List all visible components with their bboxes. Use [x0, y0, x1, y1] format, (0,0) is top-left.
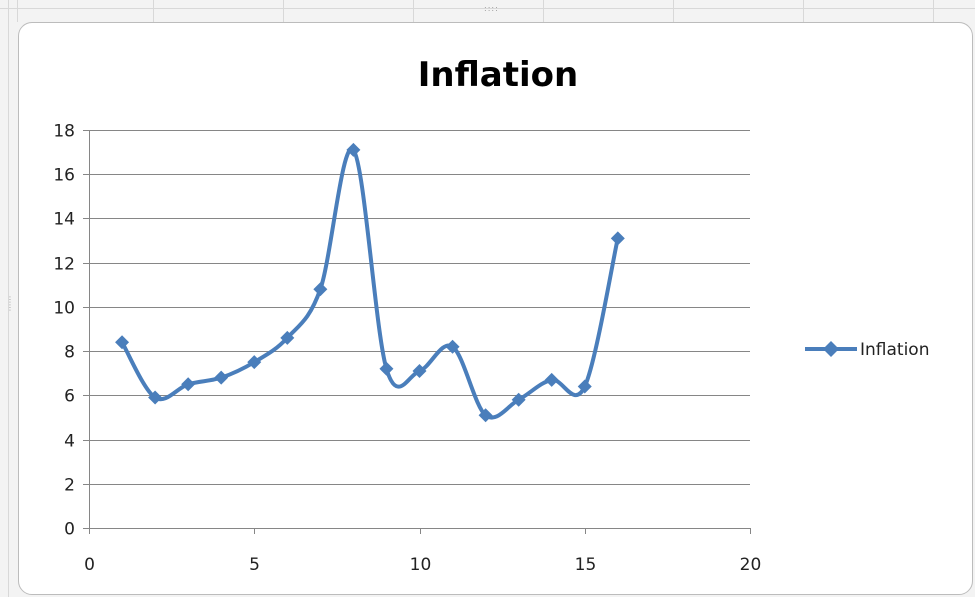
- chart-left-resize-handle[interactable]: ⋮ ⋮: [6, 295, 15, 312]
- y-tick-label: 18: [53, 122, 75, 142]
- y-tick-label: 6: [64, 387, 75, 407]
- y-tick-label: 8: [64, 343, 75, 363]
- y-tick-label: 2: [64, 476, 75, 496]
- y-tick-label: 10: [53, 299, 75, 319]
- chart-title: Inflation: [418, 55, 578, 95]
- y-tick-label: 0: [64, 520, 75, 540]
- y-tick-label: 4: [64, 432, 75, 452]
- legend-label: Inflation: [860, 340, 929, 360]
- data-point-marker[interactable]: [577, 379, 592, 394]
- y-tick-label: 14: [53, 210, 75, 230]
- legend-marker: [823, 341, 839, 357]
- data-point-marker[interactable]: [346, 142, 361, 157]
- data-point-marker[interactable]: [181, 377, 196, 392]
- x-tick-label: 20: [740, 555, 762, 575]
- y-tick-label: 16: [53, 166, 75, 186]
- data-point-marker[interactable]: [115, 335, 130, 350]
- x-tick-label: 0: [84, 555, 95, 575]
- data-point-marker[interactable]: [511, 392, 526, 407]
- x-tick-label: 15: [575, 555, 597, 575]
- data-point-marker[interactable]: [478, 408, 493, 423]
- legend[interactable]: Inflation: [805, 340, 929, 360]
- data-point-marker[interactable]: [280, 330, 295, 345]
- data-point-marker[interactable]: [148, 390, 163, 405]
- data-point-marker[interactable]: [214, 370, 229, 385]
- data-point-marker[interactable]: [247, 355, 262, 370]
- series-line[interactable]: [120, 147, 620, 420]
- data-point-marker[interactable]: [313, 282, 328, 297]
- data-point-marker[interactable]: [445, 339, 460, 354]
- x-tick-label: 10: [410, 555, 432, 575]
- axes: [83, 130, 751, 534]
- chart-area[interactable]: [18, 22, 973, 595]
- tick-labels: 0 2 4 6 8 10 12 14 16 18 0 5 10 15 20: [53, 122, 761, 576]
- gridlines: [89, 130, 750, 485]
- data-point-marker[interactable]: [379, 361, 394, 376]
- data-point-marker[interactable]: [412, 364, 427, 379]
- x-tick-label: 5: [249, 555, 260, 575]
- data-point-marker[interactable]: [610, 231, 625, 246]
- data-point-marker[interactable]: [544, 372, 559, 387]
- series-inflation[interactable]: [115, 142, 625, 423]
- y-tick-label: 12: [53, 255, 75, 275]
- chart-top-resize-handle[interactable]: ::::: [484, 4, 499, 13]
